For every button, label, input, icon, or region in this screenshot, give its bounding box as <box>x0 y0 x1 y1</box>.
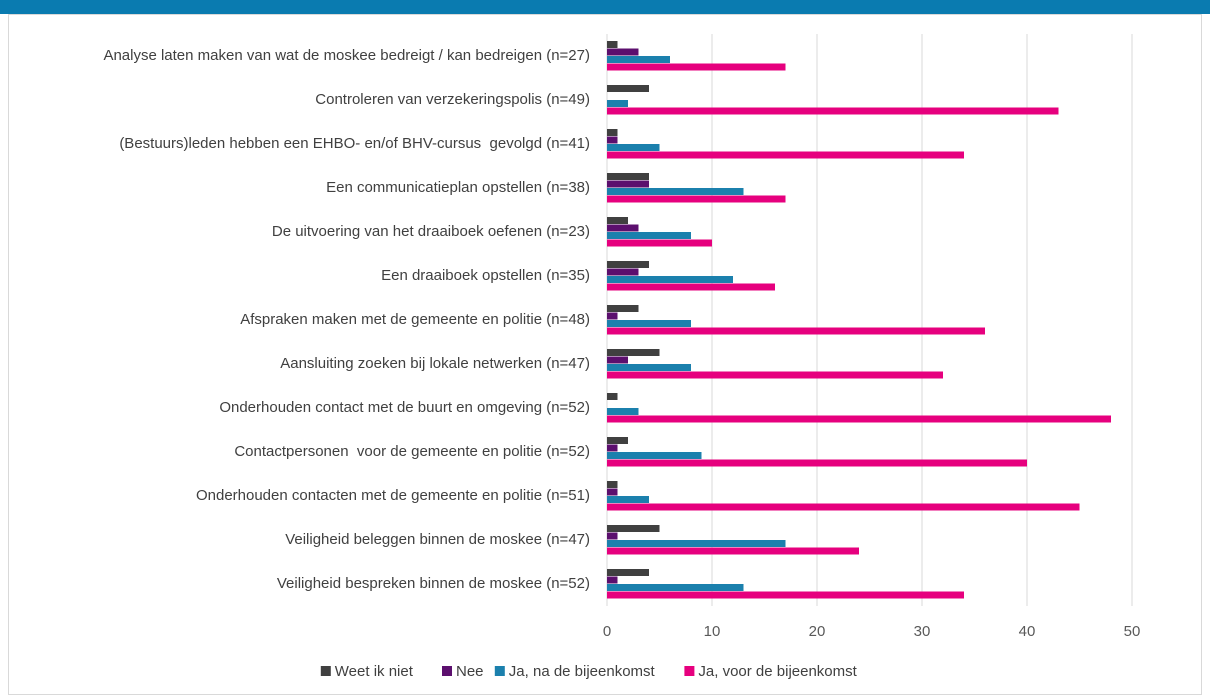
x-tick-label: 30 <box>914 623 931 640</box>
bar <box>607 532 618 540</box>
legend-label: Ja, na de bijeenkomst <box>509 663 656 680</box>
bar <box>607 452 702 459</box>
bar <box>607 459 1027 467</box>
bar <box>607 525 660 532</box>
bar <box>607 349 660 356</box>
bar <box>607 364 691 371</box>
bar <box>607 41 618 48</box>
legend-label: Nee <box>456 663 484 680</box>
bar <box>607 481 618 488</box>
bar <box>607 488 618 496</box>
legend-swatch <box>320 666 331 676</box>
bar <box>607 547 859 555</box>
bar <box>607 48 639 56</box>
bar <box>607 393 618 400</box>
bar <box>607 261 649 268</box>
bar <box>607 63 786 71</box>
category-label: De uitvoering van het draaiboek oefenen … <box>272 223 590 240</box>
bar <box>607 217 628 224</box>
bar <box>607 437 628 444</box>
x-tick-label: 0 <box>603 623 611 640</box>
category-label: Veiligheid bespreken binnen de moskee (n… <box>277 575 590 592</box>
x-tick-label: 40 <box>1019 623 1036 640</box>
category-label: Een draaiboek opstellen (n=35) <box>381 267 590 284</box>
bar <box>607 107 1059 115</box>
legend-label: Weet ik niet <box>335 663 414 680</box>
header-banner <box>0 0 1210 14</box>
x-tick-label: 50 <box>1124 623 1141 640</box>
bar <box>607 415 1111 423</box>
bar <box>607 327 985 335</box>
bar <box>607 136 618 144</box>
category-label: Onderhouden contacten met de gemeente en… <box>196 487 590 504</box>
bar <box>607 356 628 364</box>
bar <box>607 283 775 291</box>
bar <box>607 239 712 247</box>
bar <box>607 129 618 136</box>
category-label: Afspraken maken met de gemeente en polit… <box>240 311 590 328</box>
bar <box>607 232 691 239</box>
category-label: (Bestuurs)leden hebben een EHBO- en/of B… <box>119 135 590 152</box>
bar <box>607 305 639 312</box>
x-tick-label: 20 <box>809 623 826 640</box>
bar <box>607 276 733 283</box>
category-label: Analyse laten maken van wat de moskee be… <box>103 47 590 64</box>
bar <box>607 180 649 188</box>
bar <box>607 569 649 576</box>
category-label: Aansluiting zoeken bij lokale netwerken … <box>280 355 590 372</box>
bar <box>607 444 618 452</box>
legend-swatch <box>494 666 505 676</box>
bar <box>607 312 618 320</box>
bar <box>607 268 639 276</box>
bar <box>607 144 660 151</box>
bar <box>607 496 649 503</box>
category-label: Veiligheid beleggen binnen de moskee (n=… <box>285 531 590 548</box>
legend-swatch <box>684 666 695 676</box>
legend-swatch <box>442 666 452 676</box>
bar <box>607 56 670 63</box>
bar <box>607 85 649 92</box>
category-label: Onderhouden contact met de buurt en omge… <box>219 399 590 416</box>
bar <box>607 224 639 232</box>
bar <box>607 371 943 379</box>
bar <box>607 188 744 195</box>
category-label: Contactpersonen voor de gemeente en poli… <box>234 443 590 460</box>
bar <box>607 320 691 327</box>
bar <box>607 195 786 203</box>
bar <box>607 503 1080 511</box>
x-tick-label: 10 <box>704 623 721 640</box>
bar <box>607 173 649 180</box>
bar <box>607 584 744 591</box>
category-label: Controleren van verzekeringspolis (n=49) <box>315 91 590 108</box>
bar <box>607 591 964 599</box>
legend-label: Ja, voor de bijeenkomst <box>698 663 857 680</box>
bar <box>607 408 639 415</box>
bar <box>607 151 964 159</box>
bar <box>607 576 618 584</box>
category-label: Een communicatieplan opstellen (n=38) <box>326 179 590 196</box>
bar <box>607 100 628 107</box>
bar <box>607 540 786 547</box>
